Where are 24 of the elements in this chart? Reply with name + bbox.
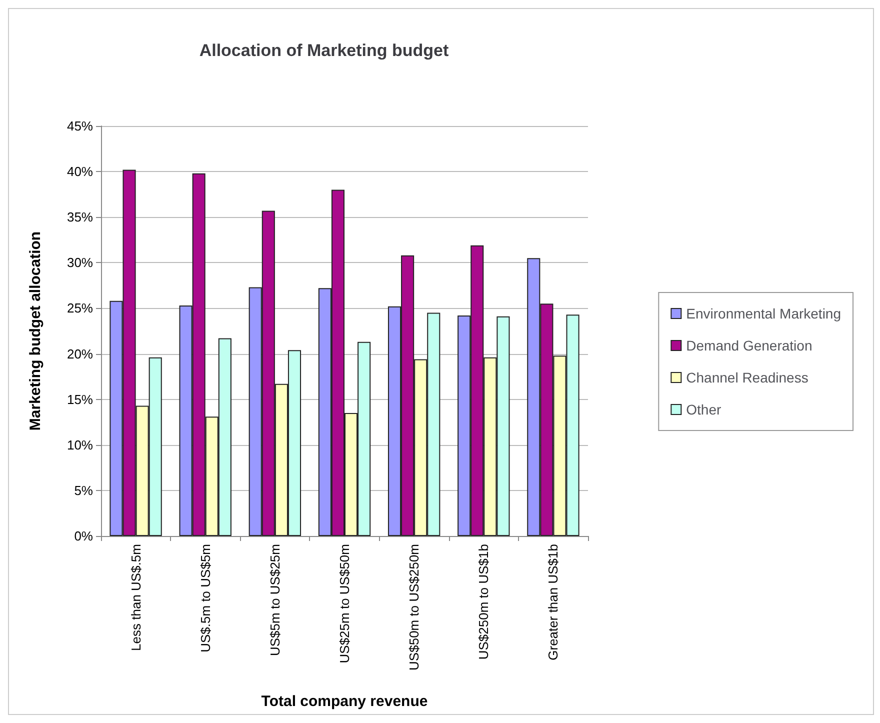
legend-label: Channel Readiness xyxy=(686,370,808,386)
y-tick-label: 30% xyxy=(66,255,94,270)
y-tick-label: 10% xyxy=(66,437,94,452)
y-tick-label: 0% xyxy=(74,528,94,544)
x-tick-label: US$5m to US$25m xyxy=(267,544,282,656)
x-tick-label: US$.5m to US$5m xyxy=(198,544,213,652)
y-tick-label: 15% xyxy=(66,392,94,407)
x-tick-label: US$25m to US$50m xyxy=(337,544,352,664)
y-tick-label: 20% xyxy=(66,346,94,362)
y-tick-label: 45% xyxy=(66,118,94,134)
chart-title: Allocation of Marketing budget xyxy=(199,41,449,60)
y-tick-label: 35% xyxy=(66,210,94,225)
legend-label: Other xyxy=(686,402,722,418)
legend-label: Environmental Marketing xyxy=(686,306,842,322)
y-tick-label: 40% xyxy=(66,164,94,180)
y-tick-label: 25% xyxy=(66,300,94,316)
x-axis-title: Total company revenue xyxy=(261,693,428,710)
x-tick-label: Less than US$.5m xyxy=(128,544,144,651)
x-tick-label: US$50m to US$250m xyxy=(406,544,422,670)
x-tick-label: Greater than US$1b xyxy=(546,544,561,660)
x-tick-label: US$250m to US$1b xyxy=(476,544,492,660)
y-axis-title: Marketing budget allocation xyxy=(27,231,44,431)
y-tick-label: 5% xyxy=(74,482,94,498)
legend-label: Demand Generation xyxy=(686,338,812,354)
